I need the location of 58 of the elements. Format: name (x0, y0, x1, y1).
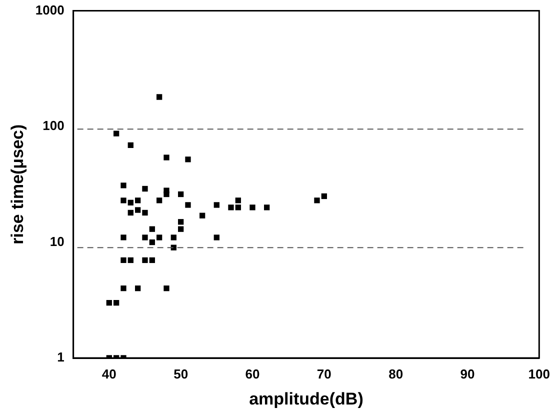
y-tick-label: 10 (50, 234, 64, 249)
point (178, 191, 184, 198)
y-tick-label: 100 (42, 118, 64, 134)
point (156, 94, 162, 100)
point (142, 234, 148, 240)
point (113, 130, 120, 136)
point (149, 226, 155, 232)
point (178, 226, 184, 232)
point (235, 198, 241, 204)
point (142, 210, 148, 216)
point (164, 285, 170, 292)
point (120, 182, 126, 188)
point (134, 207, 141, 213)
point (113, 300, 120, 306)
point (149, 257, 155, 264)
point (128, 142, 134, 148)
point (106, 300, 112, 306)
point (178, 219, 184, 225)
point (134, 285, 141, 292)
point (142, 186, 148, 192)
x-tick-label: 40 (102, 366, 116, 382)
point (250, 204, 256, 210)
point (185, 156, 191, 162)
x-tick-label: 60 (245, 366, 260, 382)
y-tick-label: 1000 (35, 2, 64, 18)
point (228, 204, 234, 210)
x-tick-label: 80 (388, 366, 404, 382)
point (185, 202, 191, 208)
y-axis-title: rise time(μsec) (8, 124, 27, 244)
y-tick-label: 1 (57, 350, 64, 365)
point (170, 244, 176, 250)
point (142, 257, 148, 264)
point (214, 202, 220, 208)
point (156, 198, 162, 204)
x-tick-label: 90 (460, 366, 475, 382)
point (235, 204, 241, 210)
point (128, 210, 134, 216)
point (120, 285, 126, 292)
point (164, 191, 170, 198)
point (314, 198, 320, 204)
point (120, 257, 126, 264)
point (170, 234, 176, 240)
x-tick-label: 50 (174, 366, 188, 382)
point (164, 154, 170, 160)
point (264, 204, 270, 210)
point (156, 234, 162, 240)
point (149, 239, 155, 246)
point (128, 200, 134, 206)
point (120, 198, 126, 204)
point (214, 234, 220, 240)
point (128, 257, 134, 264)
point (120, 234, 126, 240)
x-tick-label: 70 (316, 366, 332, 382)
point (134, 198, 141, 204)
x-tick-label: 100 (528, 366, 550, 382)
point (199, 212, 206, 218)
point (321, 193, 327, 200)
x-axis-title: amplitude(dB) (249, 389, 364, 408)
